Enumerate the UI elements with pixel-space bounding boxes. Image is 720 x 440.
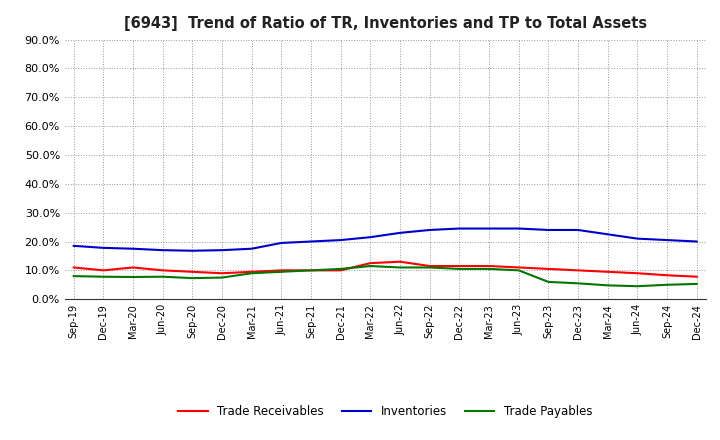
Inventories <box>248 246 256 251</box>
Inventories <box>366 235 374 240</box>
Line: Trade Payables: Trade Payables <box>73 266 697 286</box>
Trade Receivables <box>158 268 167 273</box>
Trade Payables <box>336 266 345 271</box>
Inventories <box>307 239 315 244</box>
Inventories <box>544 227 553 233</box>
Inventories <box>188 248 197 253</box>
Inventories <box>396 230 405 235</box>
Trade Payables <box>277 269 286 275</box>
Inventories <box>514 226 523 231</box>
Inventories <box>69 243 78 249</box>
Trade Payables <box>69 274 78 279</box>
Trade Payables <box>693 281 701 286</box>
Trade Payables <box>307 268 315 273</box>
Trade Payables <box>217 275 226 280</box>
Trade Receivables <box>396 259 405 264</box>
Inventories <box>277 240 286 246</box>
Trade Receivables <box>544 266 553 271</box>
Trade Receivables <box>485 264 493 269</box>
Trade Payables <box>129 275 138 280</box>
Trade Payables <box>662 282 671 287</box>
Trade Payables <box>455 266 464 271</box>
Trade Receivables <box>662 273 671 278</box>
Inventories <box>129 246 138 251</box>
Trade Receivables <box>188 269 197 275</box>
Trade Receivables <box>603 269 612 275</box>
Trade Payables <box>633 284 642 289</box>
Inventories <box>336 238 345 243</box>
Line: Trade Receivables: Trade Receivables <box>73 262 697 277</box>
Trade Payables <box>99 274 108 279</box>
Trade Receivables <box>69 265 78 270</box>
Inventories <box>662 238 671 243</box>
Trade Payables <box>248 271 256 276</box>
Trade Payables <box>158 274 167 279</box>
Trade Receivables <box>217 271 226 276</box>
Trade Payables <box>396 265 405 270</box>
Trade Receivables <box>426 264 434 269</box>
Inventories <box>158 248 167 253</box>
Inventories <box>426 227 434 233</box>
Trade Receivables <box>248 269 256 275</box>
Trade Payables <box>603 283 612 288</box>
Trade Receivables <box>633 271 642 276</box>
Inventories <box>99 245 108 250</box>
Trade Receivables <box>574 268 582 273</box>
Legend: Trade Receivables, Inventories, Trade Payables: Trade Receivables, Inventories, Trade Pa… <box>174 401 597 423</box>
Trade Payables <box>366 264 374 269</box>
Trade Payables <box>426 265 434 270</box>
Trade Payables <box>485 266 493 271</box>
Trade Payables <box>188 275 197 281</box>
Trade Receivables <box>277 268 286 273</box>
Trade Payables <box>574 281 582 286</box>
Trade Receivables <box>336 268 345 273</box>
Inventories <box>693 239 701 244</box>
Trade Receivables <box>693 274 701 279</box>
Trade Receivables <box>99 268 108 273</box>
Trade Receivables <box>129 265 138 270</box>
Inventories <box>485 226 493 231</box>
Trade Receivables <box>366 260 374 266</box>
Line: Inventories: Inventories <box>73 228 697 251</box>
Trade Receivables <box>307 268 315 273</box>
Inventories <box>574 227 582 233</box>
Inventories <box>633 236 642 241</box>
Inventories <box>217 248 226 253</box>
Trade Payables <box>544 279 553 285</box>
Trade Receivables <box>514 265 523 270</box>
Inventories <box>603 231 612 237</box>
Trade Receivables <box>455 264 464 269</box>
Title: [6943]  Trend of Ratio of TR, Inventories and TP to Total Assets: [6943] Trend of Ratio of TR, Inventories… <box>124 16 647 32</box>
Trade Payables <box>514 268 523 273</box>
Inventories <box>455 226 464 231</box>
